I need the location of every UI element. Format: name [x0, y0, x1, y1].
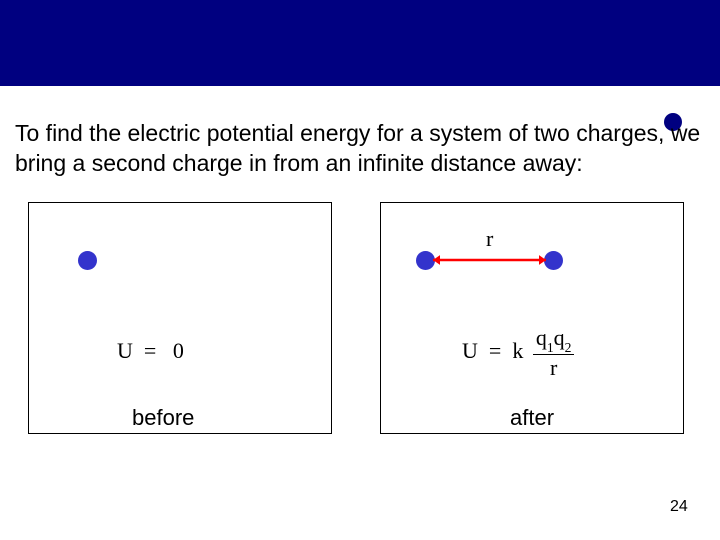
formula-after-eq: =: [489, 338, 501, 363]
formula-after-numerator: q1q2: [533, 326, 575, 355]
title-bar: [0, 0, 720, 86]
page-number: 24: [670, 498, 688, 516]
formula-after-q1: q: [536, 325, 547, 350]
formula-before-eq: =: [144, 338, 156, 363]
formula-after-sub2: 2: [565, 340, 572, 355]
caption-before: before: [132, 405, 194, 431]
formula-before-rhs: 0: [173, 338, 184, 363]
formula-before-U: U: [117, 338, 133, 363]
formula-after-fraction: q1q2 r: [533, 326, 575, 380]
formula-after-q2: q: [554, 325, 565, 350]
panel-after: [380, 202, 684, 434]
formula-after-k: k: [512, 338, 523, 363]
panel-before: [28, 202, 332, 434]
formula-after-sub1: 1: [547, 340, 554, 355]
formula-before: U = 0: [117, 338, 184, 364]
distance-arrow-icon: [424, 251, 555, 269]
caption-after: after: [510, 405, 554, 431]
formula-after-den: r: [533, 355, 575, 380]
formula-after: U = k q1q2 r: [462, 326, 574, 380]
distance-label: r: [486, 226, 493, 252]
formula-after-U: U: [462, 338, 478, 363]
charge-before-icon: [78, 251, 97, 270]
slide-description: To find the electric potential energy fo…: [15, 119, 705, 179]
